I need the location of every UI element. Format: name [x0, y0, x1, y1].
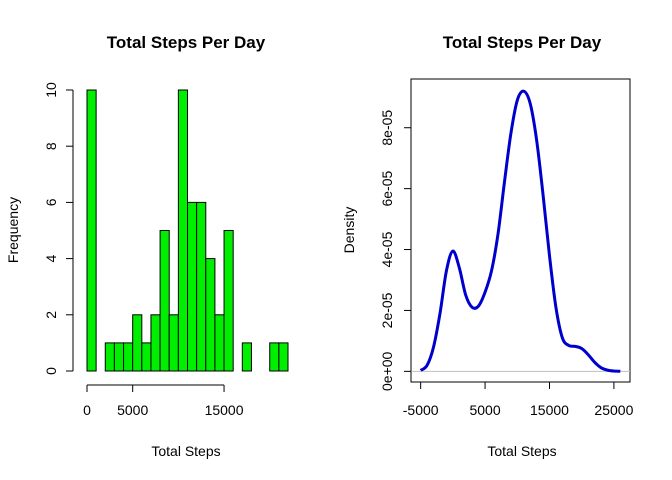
density-y-tick-label: 8e-05 — [379, 110, 395, 146]
histogram-bar — [132, 314, 143, 372]
histogram-bar — [104, 342, 115, 372]
density-x-tick-label: 15000 — [530, 402, 569, 418]
density-y-tick-label: 2e-05 — [379, 292, 395, 328]
density-x-label: Total Steps — [487, 443, 556, 459]
histogram-bar — [269, 342, 280, 372]
histogram-bar — [141, 342, 152, 372]
histogram-x-axis: 0 5000 15000 — [83, 384, 244, 418]
histogram-bar — [187, 201, 198, 372]
density-plot-box — [410, 78, 631, 383]
histogram-bar — [150, 314, 161, 372]
density-title: Total Steps Per Day — [443, 33, 602, 52]
histogram-x-tick-label: 0 — [83, 402, 91, 418]
histogram-bar — [196, 201, 207, 372]
histogram-y-label: Frequency — [5, 197, 21, 263]
density-x-tick-label: 25000 — [594, 402, 633, 418]
histogram-bar — [214, 314, 225, 372]
density-curve — [419, 89, 621, 373]
histogram-y-tick-label: 8 — [43, 142, 59, 150]
histogram-y-tick-label: 10 — [43, 82, 59, 98]
histogram-y-tick-label: 4 — [43, 254, 59, 262]
histogram-y-tick-label: 0 — [43, 367, 59, 375]
histogram-bar — [159, 230, 170, 372]
density-x-tick-label: -5000 — [403, 402, 439, 418]
density-x-tick-label: 5000 — [469, 402, 500, 418]
density-y-tick-label: 4e-05 — [379, 231, 395, 267]
histogram-x-tick-label: 15000 — [205, 402, 244, 418]
histogram-bar — [168, 314, 179, 372]
histogram-x-tick-label: 5000 — [117, 402, 148, 418]
histogram-bar — [278, 342, 289, 372]
histogram-y-tick-label: 2 — [43, 311, 59, 319]
histogram-x-label: Total Steps — [151, 443, 220, 459]
histogram-title: Total Steps Per Day — [107, 33, 266, 52]
histogram-bar — [123, 342, 134, 372]
density-y-label: Density — [341, 207, 357, 254]
density-panel: Total Steps Per Day -5000 5000 15000 25000 … — [341, 33, 634, 459]
histogram-bar — [241, 342, 252, 372]
histogram-bar — [113, 342, 125, 372]
histogram-bar — [177, 89, 188, 372]
histogram-bars — [86, 89, 289, 372]
histogram-panel: Total Steps Per Day 0 5000 15000 0 2 4 6 8 10 T… — [5, 33, 289, 459]
density-y-tick-label: 6e-05 — [379, 171, 395, 207]
density-x-axis: -5000 5000 15000 25000 — [403, 381, 634, 418]
histogram-bar — [86, 89, 97, 372]
histogram-y-tick-label: 6 — [43, 198, 59, 206]
density-y-tick-label: 0e+00 — [379, 351, 395, 391]
histogram-y-axis: 0 2 4 6 8 10 — [43, 82, 74, 375]
histogram-bar — [223, 230, 234, 372]
histogram-bar — [205, 258, 216, 372]
density-y-axis: 0e+00 2e-05 4e-05 6e-05 8e-05 — [379, 110, 412, 391]
